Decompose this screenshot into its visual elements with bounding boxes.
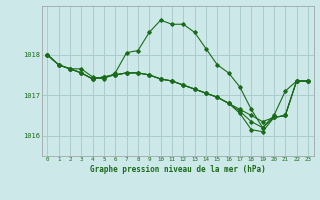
X-axis label: Graphe pression niveau de la mer (hPa): Graphe pression niveau de la mer (hPa)	[90, 165, 266, 174]
